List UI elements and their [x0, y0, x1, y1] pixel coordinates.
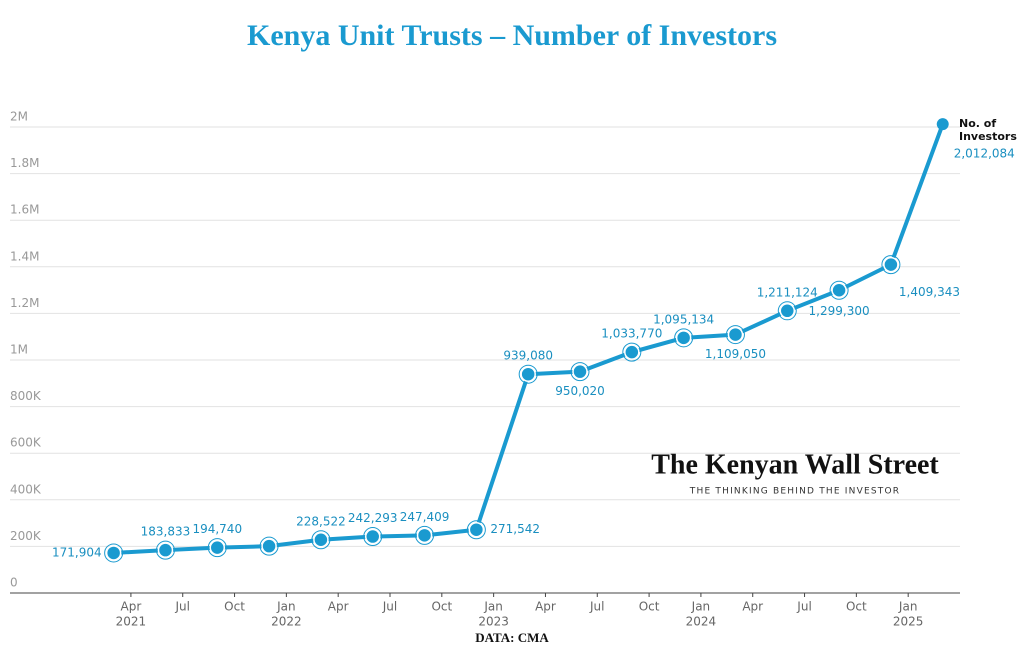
data-label: 1,211,124 [757, 285, 818, 299]
series-label: No. of Investors [959, 117, 1017, 143]
point [313, 532, 329, 548]
point-ring [207, 538, 227, 558]
point [572, 363, 588, 380]
y-tick-label: 2M [10, 110, 28, 124]
data-label: 1,033,770 [601, 327, 662, 341]
y-tick-label: 600K [10, 436, 42, 450]
point [105, 545, 122, 561]
data-label: 939,080 [503, 349, 553, 363]
data-label: 950,020 [555, 384, 605, 398]
point-ring [259, 536, 279, 556]
data-label: 228,522 [296, 514, 346, 528]
data-label: 2,012,084 [954, 147, 1015, 161]
point [468, 521, 485, 538]
y-tick-label: 800K [10, 389, 42, 403]
y-tick-label: 1.4M [10, 249, 39, 263]
x-tick-label: Oct [639, 600, 660, 614]
point-ring [415, 525, 435, 545]
point [675, 330, 692, 346]
point [209, 539, 226, 556]
y-tick-label: 1.8M [10, 156, 39, 170]
y-tick-label: 1M [10, 343, 28, 357]
point-ring [466, 520, 486, 540]
x-tick-year: 2025 [893, 615, 924, 629]
point-ring [363, 527, 383, 547]
watermark-tagline: THE THINKING BEHIND THE INVESTOR [689, 487, 900, 497]
x-tick-label: Jan [898, 600, 918, 614]
data-label: 242,293 [348, 511, 398, 525]
point-ring [829, 280, 849, 300]
data-label: 194,740 [192, 522, 242, 536]
y-tick-label: 200K [10, 529, 42, 543]
data-label: 247,409 [400, 510, 450, 524]
y-tick-label: 400K [10, 482, 42, 496]
data-label: 183,833 [141, 525, 191, 539]
point [416, 527, 433, 544]
x-tick-label: Oct [431, 600, 452, 614]
point [261, 538, 277, 554]
point-ring [674, 328, 694, 348]
data-label: 171,904 [52, 545, 102, 559]
point-ring [104, 543, 124, 563]
point [157, 542, 174, 558]
x-tick-label: Jan [691, 600, 711, 614]
point [624, 344, 640, 360]
data-label: 1,109,050 [705, 347, 766, 361]
point [364, 528, 381, 545]
x-tick-label: Oct [846, 600, 867, 614]
point [936, 118, 949, 131]
y-tick-label: 0 [10, 576, 18, 590]
data-label: 1,409,343 [899, 285, 960, 299]
point [779, 303, 796, 319]
x-tick-label: Apr [328, 600, 349, 614]
data-label: 271,542 [490, 522, 540, 536]
source: DATA: CMA [475, 630, 549, 645]
point [727, 326, 744, 343]
data-label: 1,299,300 [809, 304, 870, 318]
point-ring [622, 342, 642, 362]
data-label: 1,095,134 [653, 312, 714, 326]
x-tick-label: Jul [382, 600, 397, 614]
point [520, 366, 536, 382]
point [883, 256, 899, 273]
x-tick-label: Jan [276, 600, 296, 614]
y-tick-label: 1.6M [10, 203, 39, 217]
point-ring [725, 325, 745, 345]
point [831, 282, 847, 299]
x-tick-year: 2021 [116, 615, 147, 629]
x-tick-year: 2023 [478, 615, 509, 629]
point-ring [881, 255, 901, 275]
x-tick-year: 2022 [271, 615, 302, 629]
point-ring [777, 301, 797, 321]
point-ring [518, 364, 538, 384]
x-tick-label: Jul [589, 600, 604, 614]
point-ring [570, 362, 590, 382]
x-tick-label: Apr [121, 600, 142, 614]
point-ring [155, 540, 175, 560]
x-tick-label: Jan [483, 600, 503, 614]
x-tick-year: 2024 [686, 615, 717, 629]
x-tick-label: Apr [535, 600, 556, 614]
x-tick-label: Oct [224, 600, 245, 614]
watermark-brand: The Kenyan Wall Street [651, 449, 939, 480]
x-tick-label: Apr [742, 600, 763, 614]
x-tick-label: Jul [796, 600, 811, 614]
y-tick-label: 1.2M [10, 296, 39, 310]
x-tick-label: Jul [174, 600, 189, 614]
chart-title: Kenya Unit Trusts – Number of Investors [247, 19, 777, 52]
point-ring [311, 530, 331, 550]
